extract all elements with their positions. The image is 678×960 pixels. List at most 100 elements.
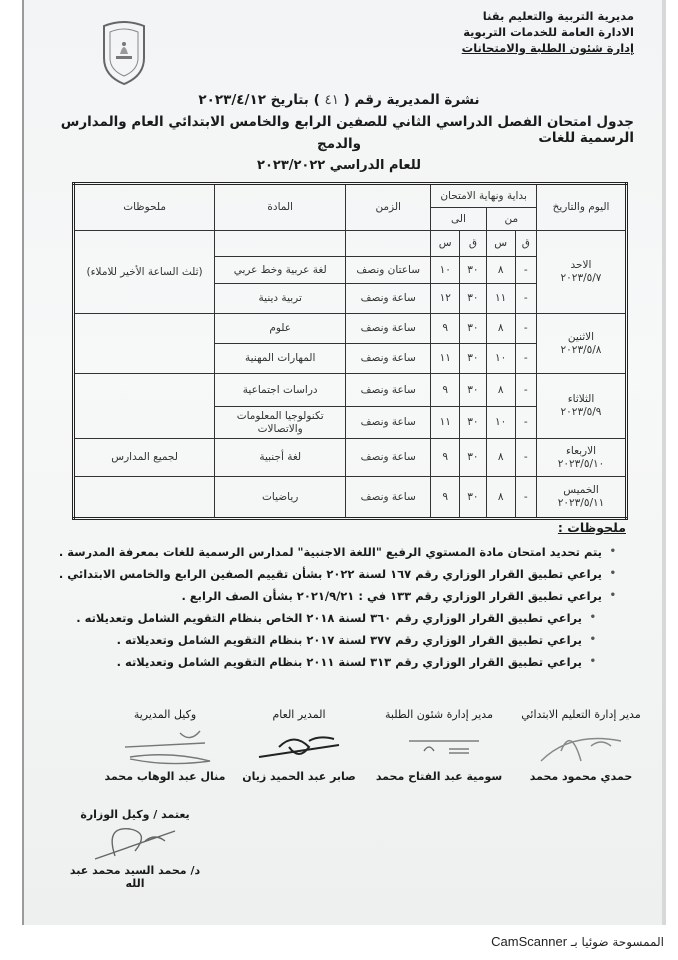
notes-list: يتم تحديد امتحان مادة المستوي الرفيع "ال… — [46, 541, 626, 673]
handwritten-signature — [94, 828, 176, 860]
duration-cell: ساعتان ونصف — [345, 256, 432, 284]
academic-year: للعام الدراسي ٢٠٢٣/٢٠٢٢ — [257, 158, 421, 173]
exam-row: الاثنين ٢٠٢٣/٥/٨-٨ ٣٠ ٩ ساعة ونصف علوم — [72, 313, 627, 374]
document-title: جدول امتحان الفصل الدراسي الثاني للصفين … — [60, 114, 634, 146]
to-minute: ٣٠ — [459, 343, 487, 374]
from-hour: ١٠ — [485, 343, 516, 374]
signature-role: المدير العام — [272, 708, 326, 721]
exam-row: -١٠ ٣٠ ١١ ساعة ونصف تكنولوجيا المعلومات والا… — [74, 406, 627, 439]
note-item: يراعي تطبيق القرار الوزاري رقم ١٦٧ لسنة … — [46, 563, 616, 585]
issuer-line: إدارة شئون الطلبة والامتحانات — [461, 41, 634, 55]
exam-row: الاربعاء ٢٠٢٣/٥/١٠-٨ ٣٠ ٩ ساعة ونصف لغة أجنبي… — [72, 438, 627, 477]
duration-cell: ساعة ونصف — [345, 313, 432, 344]
footer-prefix: الممسوحة ضوئيا بـ — [570, 935, 664, 949]
to-minute: ٣٠ — [459, 256, 487, 284]
day-date-cell: الثلاثاء ٢٠٢٣/٥/٩ — [536, 373, 627, 439]
bulletin-prefix: نشرة المديرية رقم ( — [343, 92, 480, 108]
subject-cell: تربية دينية — [214, 283, 347, 314]
day-name: الاربعاء — [565, 444, 597, 457]
signature-block: المدير العام صابر عبد الحميد زيان — [234, 708, 364, 783]
exam-row: الثلاثاء ٢٠٢٣/٥/٩-٨ ٣٠ ٩ ساعة ونصف دراسات اجت… — [72, 373, 627, 439]
ministry-emblem-logo — [103, 21, 145, 86]
to-hour: ١١ — [430, 406, 461, 439]
document-title-line2: والدمج — [317, 136, 361, 152]
bulletin-line: نشرة المديرية رقم ( ٤١ ) بتاريخ ٢٠٢٣/٤/١… — [20, 92, 658, 108]
header-duration: الزمن — [345, 183, 432, 231]
signature-role: وكيل المديرية — [133, 708, 197, 721]
from-minute: - — [514, 373, 538, 407]
exam-row: -١٠ ٣٠ ١١ ساعة ونصف المهارات المهنية — [74, 343, 627, 374]
subject-cell: دراسات اجتماعية — [214, 373, 347, 407]
day-date-cell: الاثنين ٢٠٢٣/٥/٨ — [536, 313, 627, 374]
from-hour: ٨ — [485, 373, 516, 407]
exam-row: -٨ ٣٠ ١٠ ساعتان ونصف لغة عربية وخط عربي — [74, 256, 627, 284]
from-minute: - — [514, 438, 538, 477]
signature-block: وكيل المديرية منال عبد الوهاب محمد — [100, 708, 230, 783]
from-hour: ١١ — [485, 283, 516, 314]
from-minute: - — [514, 283, 538, 314]
note-item: يراعي تطبيق القرار الوزاري رقم ١٣٣ في : … — [46, 585, 616, 607]
notes-cell: (ثلث الساعة الأخير للاملاء) — [72, 230, 216, 314]
from-minute: - — [514, 256, 538, 284]
from-minute: - — [514, 313, 538, 344]
to-minute: ٣٠ — [459, 438, 487, 477]
day-name: الخميس — [563, 484, 599, 496]
day-date-cell: الخميس ٢٠٢٣/٥/١١ — [536, 476, 627, 519]
to-minute: ٣٠ — [459, 406, 487, 439]
header-notes: ملحوظات — [72, 183, 216, 231]
to-minute: ٣٠ — [459, 476, 487, 519]
day-date-cell: الاحد ٢٠٢٣/٥/٧ — [536, 230, 627, 314]
signature-block: مدير إدارة التعليم الابتدائي حمدي محمود … — [516, 708, 646, 783]
signature-role: مدير إدارة التعليم الابتدائي — [521, 708, 641, 721]
duration-cell: ساعة ونصف — [345, 438, 432, 477]
subject-cell — [214, 230, 347, 257]
subject-cell: علوم — [214, 313, 347, 344]
note-item: يراعي تطبيق القرار الوزاري رقم ٣١٣ لسنة … — [46, 651, 596, 673]
to-minute: ٣٠ — [459, 283, 487, 314]
note-item: يتم تحديد امتحان مادة المستوي الرفيع "ال… — [46, 541, 616, 563]
from-hour: ١٠ — [485, 406, 516, 439]
from-hour: ٨ — [485, 438, 516, 477]
to-minute: ٣٠ — [459, 313, 487, 344]
to-hour: ١٠ — [430, 256, 461, 284]
bulletin-date: ٢٠٢٣/٤/١٢ — [198, 92, 266, 108]
from-minute: - — [514, 406, 538, 439]
handwritten-signature — [409, 740, 479, 754]
notes-heading: ملحوظات : — [557, 520, 626, 535]
signature-name: سومية عبد الفتاح محمد — [375, 770, 503, 783]
duration-cell: ساعة ونصف — [345, 373, 432, 407]
day-name: الاحد — [570, 259, 592, 271]
issuer-line: الادارة العامة للخدمات التربوية — [463, 25, 634, 39]
signature-block: مدير إدارة شئون الطلبة سومية عبد الفتاح … — [374, 708, 504, 783]
header-day-date: اليوم والتاريخ — [536, 183, 627, 231]
subject-cell: لغة عربية وخط عربي — [214, 256, 347, 284]
approval-name: د/ محمد السيد محمد عبد الله — [69, 864, 201, 890]
bulletin-number: ٤١ — [324, 92, 339, 108]
to-hour: ١١ — [430, 343, 461, 374]
handwritten-signature — [124, 730, 211, 765]
unit-hour: س — [485, 230, 516, 257]
day-date-cell: الاربعاء ٢٠٢٣/٥/١٠ — [536, 438, 627, 477]
exam-date: ٢٠٢٣/٥/٩ — [560, 406, 602, 418]
from-hour: ٨ — [485, 313, 516, 344]
from-minute: - — [514, 476, 538, 519]
handwritten-signature — [258, 736, 340, 758]
note-item: يراعي تطبيق القرار الوزاري رقم ٣٦٠ لسنة … — [46, 607, 596, 629]
from-minute: - — [514, 343, 538, 374]
unit-minute: ق — [459, 230, 487, 257]
scanner-footer: الممسوحة ضوئيا بـ CamScanner — [491, 934, 664, 949]
to-hour: ١٢ — [430, 283, 461, 314]
from-hour: ٨ — [485, 256, 516, 284]
duration-cell: ساعة ونصف — [345, 343, 432, 374]
issuer-header: مديرية التربية والتعليم بقنا الادارة الع… — [414, 8, 634, 56]
subject-cell: تكنولوجيا المعلومات والاتصالات — [214, 406, 347, 439]
notes-cell — [72, 476, 216, 519]
signature-name: حمدي محمود محمد — [529, 770, 633, 783]
to-hour: ٩ — [430, 476, 461, 519]
subject-cell: لغة أجنبية — [214, 438, 347, 477]
note-item: يراعي تطبيق القرار الوزاري رقم ٣٧٧ لسنة … — [46, 629, 596, 651]
to-hour: ٩ — [430, 373, 461, 407]
to-hour: ٩ — [430, 438, 461, 477]
issuer-line: مديرية التربية والتعليم بقنا — [482, 9, 634, 23]
day-name: الثلاثاء — [567, 393, 595, 405]
